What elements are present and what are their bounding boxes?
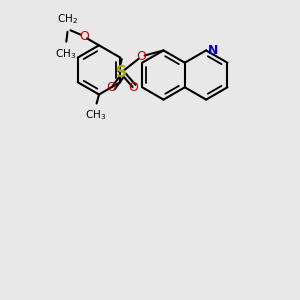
Text: O: O bbox=[106, 81, 116, 94]
Text: O: O bbox=[79, 30, 89, 43]
Text: CH$_3$: CH$_3$ bbox=[85, 108, 106, 122]
Text: N: N bbox=[208, 44, 218, 57]
Text: S: S bbox=[116, 65, 127, 80]
Text: CH$_2$: CH$_2$ bbox=[57, 12, 78, 26]
Text: CH$_3$: CH$_3$ bbox=[56, 47, 76, 61]
Text: O: O bbox=[136, 50, 146, 63]
Text: O: O bbox=[129, 81, 138, 94]
